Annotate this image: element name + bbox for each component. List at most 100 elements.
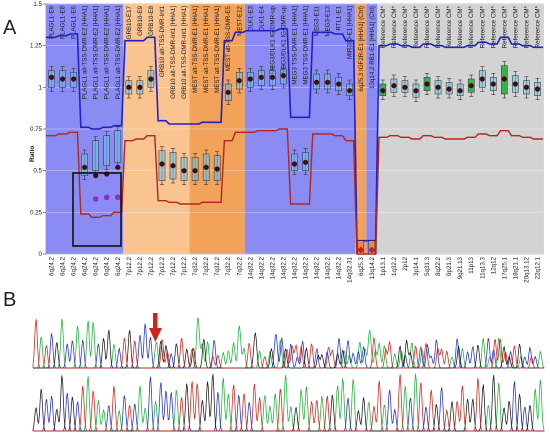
x-tick-label: 7q32.2 [214,256,221,275]
chromatogram-bottom [32,373,545,432]
ratio-point [225,89,231,95]
x-tick-label: 6q24.2 [60,256,67,275]
probe-label: GRB10-E8 [148,5,155,35]
probe-label: Reference CM* [391,5,398,48]
probe-label: GRB10 alt-TSS-DMR-Int1 [159,5,166,77]
probe-label: MEST alt-TSS-DMR-E5 [225,5,232,71]
x-tick-label: 7p12.2 [137,256,144,275]
chromatogram-top [32,317,545,369]
x-tick-label: 14q32.2 [314,256,321,279]
x-tick-label: 22q12.1 [534,256,541,279]
highlight-box [72,172,122,247]
y-axis-title: Ratio [29,146,36,162]
probe-label: MEST alt-TSS-DMR-E1 [HHA1] [192,6,199,93]
ratio-point [159,161,165,167]
probe-label: MEST alt-TSS-DMR-E1 [HHA1] [214,6,221,93]
probe-label: Reference CM* [490,5,497,48]
probe-label: DLK1-E3 [247,5,254,31]
probe-label: MEG3-E13 [325,5,332,36]
ratio-point [302,159,309,165]
trace-T [32,319,545,369]
probe-label: Reference CM* [501,5,508,48]
x-tick-label: 7q32.2 [192,256,199,275]
ratio-point [391,83,397,89]
trace-T [33,374,545,432]
x-tick-label: 9q21.13 [457,256,464,279]
x-tick-label: 7p12.2 [181,256,188,275]
ratio-point [214,166,220,172]
probe-label: MEG3-E11 [314,5,321,36]
x-tick-label: 14q32.2 [247,256,254,279]
ratio-point [59,76,66,82]
ratio-point [479,76,485,82]
x-tick-label: 6q24.2 [49,256,56,275]
ratio-point [236,78,242,84]
probe-label: PLAGL1 alt-TSS-DMR-E2 [HHA1] [93,6,100,99]
ratio-point [48,74,55,80]
ratio-point [291,161,298,167]
arrow-shaft [153,313,158,330]
probe-label: GRB10 alt-TSS-DMR-Int1 [HHA1] [170,6,177,99]
probe-label: Reference CM* [380,5,387,48]
trace-C [33,376,545,432]
trace-G [32,373,545,432]
ratio-points [48,73,541,254]
x-tick-label: 7q32.2 [225,256,232,275]
x-tick-label: 5q31.3 [424,256,431,275]
upper-threshold-line [46,28,543,242]
x-tick-label: 14q32.31 [347,256,354,282]
ratio-point [380,88,386,94]
x-tick-label: 12q12 [490,256,497,274]
ratio-point [115,164,121,170]
x-tick-label: 17q25.1 [501,256,508,279]
probe-label: Reference CM* [479,5,486,48]
x-tick-label: 8q22.2 [435,256,442,275]
ratio-point [523,84,530,90]
mutation-arrow-icon [149,313,162,342]
probe-label: Reference CM* [523,5,530,48]
ratio-point [137,84,143,90]
probe-label: MEST alt-TSS-DMR-E1 [HHA1] [203,6,210,93]
x-tick-label: 7q32.2 [203,256,210,275]
panel-b-chromatograms [32,313,545,432]
probe-label: PLAGL1 alt-TSS-DMR-E2 [HHA1] [115,6,122,99]
probe-label: Reference CM* [424,5,431,48]
highlight-point [103,194,110,201]
panel-a-label: A [3,17,17,39]
x-tick-label: 20q13.12 [523,256,530,282]
ratio-point [280,73,287,79]
highlight-point [92,196,99,202]
probe-label: GRB10-E9 [137,5,144,35]
ratio-point [512,81,518,87]
probe-label: MEG3/DLK1 IG-DMR-up [269,5,276,74]
ratio-point [457,88,463,94]
y-tick-label: 1.25 [30,43,43,50]
x-tick-label: 6q24.2 [82,256,89,275]
ratio-point [446,86,452,92]
x-tick-label: 14q32.2 [336,256,343,279]
x-tick-label: 6q25.3 [358,256,365,275]
ratio-box [114,130,122,163]
ratio-point [402,84,408,90]
x-tick-label: 7p12.2 [170,256,177,275]
y-tick-label: 0.25 [30,209,43,216]
probe-label: PLAGL1 alt-TSS-DMR-E2 [HHA1] [104,6,111,99]
probe-label: DLK1-E4 [258,5,265,31]
ratio-point [148,76,154,82]
ratio-point [468,83,474,89]
x-tick-label: 14q32.2 [269,256,276,279]
x-tick-label: 9p21.3 [446,256,453,275]
probe-label: 13q14.2 RB1-E1 [HHA1] (Ctrl) [369,6,376,89]
ratio-point [325,79,331,85]
probe-label: Reference CM* [413,5,420,48]
ratio-box [92,140,99,171]
ratio-point [104,171,110,177]
probe-label: PLAGL1-E6 [71,5,78,39]
lower-threshold-line [46,128,543,255]
ratio-point [192,168,198,174]
x-tick-label: 2p12 [402,256,409,270]
x-axis-labels: 6q24.2 6q24.2 6q24.2 6q24.2 6q24.2 6q24.2 6q24… [49,256,542,282]
trace-C [33,323,545,369]
ratio-point [93,173,99,179]
